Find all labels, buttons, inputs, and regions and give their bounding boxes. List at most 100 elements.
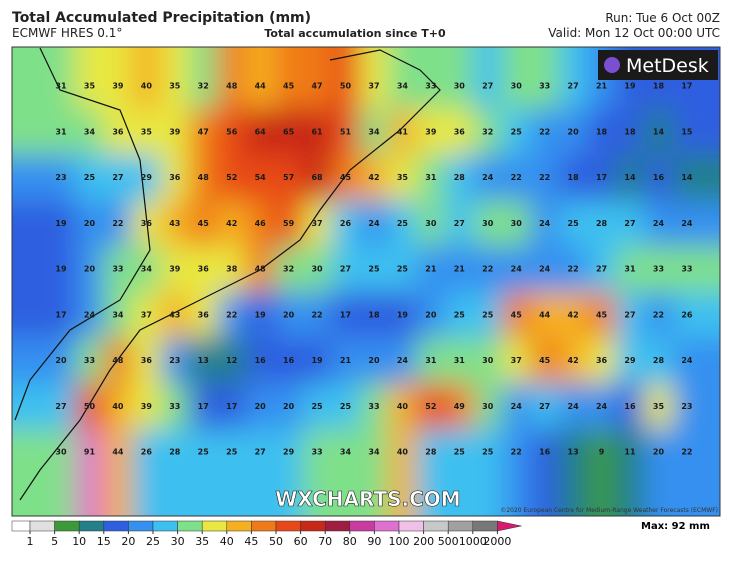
valid: Valid: Mon 12 Oct 00:00 UTC [548, 26, 720, 40]
field-cell [388, 154, 418, 202]
value-label: 61 [311, 127, 323, 136]
field-cell [189, 47, 219, 110]
value-label: 40 [397, 448, 409, 457]
value-label: 18 [596, 127, 608, 136]
field-cell [359, 246, 390, 293]
field-cell [12, 200, 77, 248]
value-label: 20 [283, 402, 295, 411]
value-label: 50 [340, 82, 352, 91]
value-label: 20 [283, 310, 295, 319]
colorbar-segment [128, 520, 154, 532]
value-label: 49 [454, 402, 466, 411]
field-cell [672, 383, 720, 431]
field-cell [103, 246, 134, 293]
colorbar-label: 10 [72, 535, 86, 548]
value-label: 33 [169, 402, 180, 411]
value-label: 41 [397, 127, 409, 136]
field-cell [160, 337, 191, 385]
field-cell [132, 154, 162, 202]
colorbar-label: 100 [389, 535, 410, 548]
field-cell [359, 429, 390, 516]
field-cell [103, 200, 134, 248]
field-cell [587, 108, 617, 156]
field-cell [587, 429, 617, 516]
colorbar-segment [447, 520, 474, 532]
run: Run: Tue 6 Oct 00Z [605, 11, 720, 25]
field-cell [615, 383, 646, 431]
field-cell [75, 108, 105, 156]
field-cell [302, 246, 333, 293]
value-label: 31 [454, 356, 466, 365]
field-cell [160, 154, 191, 202]
field-cell [558, 246, 589, 293]
value-label: 39 [425, 127, 437, 136]
field-cell [501, 47, 532, 110]
field-cell [558, 108, 589, 156]
value-label: 34 [368, 448, 380, 457]
value-label: 16 [653, 173, 665, 182]
colorbar-segment [29, 520, 55, 532]
field-cell [473, 200, 503, 248]
watermark: WXCHARTS.COM [275, 487, 460, 511]
subtitle: Total accumulation since T+0 [264, 27, 446, 40]
field-cell [245, 383, 276, 431]
field-cell [302, 291, 333, 339]
value-label: 19 [55, 265, 67, 274]
colorbar-segment [349, 520, 375, 532]
field-cell [501, 291, 532, 339]
value-label: 48 [112, 356, 124, 365]
value-label: 24 [568, 402, 580, 411]
value-label: 17 [681, 82, 692, 91]
value-label: 25 [454, 310, 466, 319]
value-label: 25 [311, 402, 323, 411]
colorbar-label: 15 [97, 535, 111, 548]
field-cell [445, 154, 475, 202]
max-label: Max: 92 mm [641, 521, 710, 532]
field-cell [160, 200, 191, 248]
value-label: 42 [368, 173, 379, 182]
field-cell [75, 154, 105, 202]
field-cell [189, 108, 219, 156]
value-label: 25 [568, 219, 580, 228]
value-label: 33 [112, 265, 123, 274]
field-cell [132, 47, 162, 110]
field-cell [558, 291, 589, 339]
field-cell [12, 108, 77, 156]
logo-icon [604, 57, 620, 73]
value-label: 33 [425, 82, 436, 91]
field-cell [12, 291, 77, 339]
value-label: 44 [255, 82, 267, 91]
field-cell [615, 246, 646, 293]
value-label: 21 [425, 265, 437, 274]
field-cell [359, 108, 390, 156]
field-cell [245, 291, 276, 339]
field-cell [217, 429, 247, 516]
value-label: 31 [425, 173, 437, 182]
value-label: 23 [55, 173, 66, 182]
colorbar-label: 2000 [483, 535, 511, 548]
value-label: 20 [425, 310, 437, 319]
value-label: 27 [112, 173, 123, 182]
field-cell [558, 429, 589, 516]
value-label: 20 [84, 265, 96, 274]
value-label: 24 [511, 402, 523, 411]
field-cell [644, 246, 674, 293]
value-label: 30 [311, 265, 323, 274]
value-label: 16 [624, 402, 636, 411]
colorbar-label: 25 [146, 535, 160, 548]
value-label: 45 [198, 219, 210, 228]
field-cell [217, 154, 247, 202]
colorbar-label: 35 [195, 535, 209, 548]
value-label: 28 [454, 173, 466, 182]
value-label: 24 [681, 356, 693, 365]
value-label: 22 [681, 448, 692, 457]
field-cell [132, 108, 162, 156]
value-grid: 31 35 39 40 35 32 48 44 45 47 50 37 34 33 30 27 30 33 27 21… [55, 82, 692, 457]
value-label: 45 [283, 82, 295, 91]
value-label: 33 [311, 448, 322, 457]
field-cell [75, 200, 105, 248]
colorbar-segment [152, 520, 178, 532]
field-cell [416, 200, 447, 248]
field-cell [245, 337, 276, 385]
field-cell [530, 246, 560, 293]
